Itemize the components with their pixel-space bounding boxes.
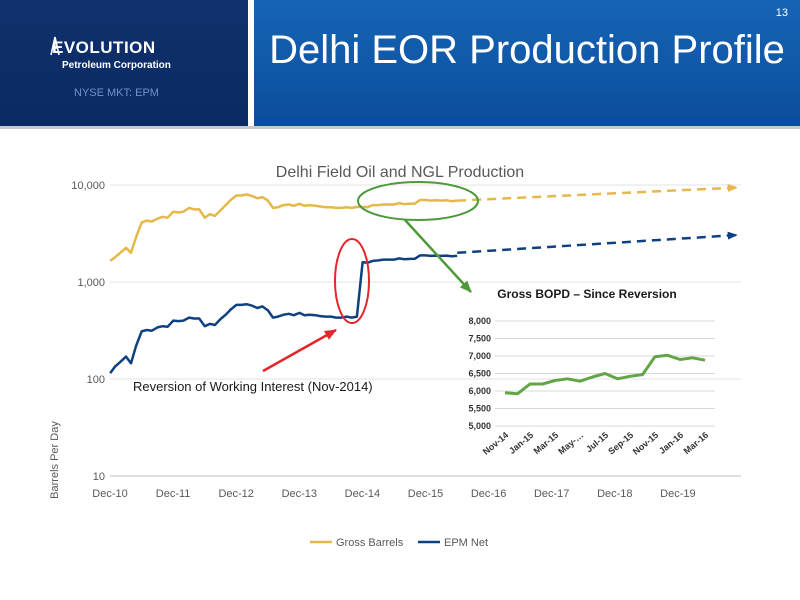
- x-tick-label: Dec-16: [471, 488, 506, 500]
- main-chart-title: Delhi Field Oil and NGL Production: [276, 164, 524, 181]
- inset-y-tick-label: 5,500: [468, 404, 491, 414]
- reversion-annotation: Reversion of Working Interest (Nov-2014): [133, 379, 373, 394]
- inset-x-tick-label: Mar-16: [682, 430, 711, 456]
- main-tick-labels: 10 100 1,000 10,000 Dec-10 Dec-11 Dec-12 Dec-13…: [71, 180, 695, 500]
- x-tick-label: Dec-17: [534, 488, 569, 500]
- inset-x-tick-label: Jan-16: [657, 430, 685, 456]
- page-number: 13: [775, 7, 788, 19]
- chart-legend: Gross Barrels EPM Net: [310, 537, 488, 549]
- slide-title: Delhi EOR Production Profile: [269, 28, 785, 72]
- inset-tick-labels: 5,000 5,500 6,000 6,500 7,000 7,500 8,000 Nov-1…: [468, 316, 710, 457]
- gross-barrels-line: [109, 193, 458, 262]
- y-tick-label: 10,000: [71, 180, 105, 192]
- annotation-red-arrow: [262, 328, 337, 373]
- gross-projection-line: [457, 184, 738, 202]
- legend-epm-label: EPM Net: [444, 537, 488, 549]
- y-tick-label: 1,000: [77, 277, 105, 289]
- epm-net-line: [109, 254, 458, 374]
- title-panel: [254, 0, 800, 126]
- x-tick-label: Dec-11: [156, 488, 191, 500]
- annotation-green-arrow: [404, 219, 472, 293]
- inset-x-tick-label: Jan-15: [507, 430, 535, 456]
- inset-y-tick-label: 6,000: [468, 386, 491, 396]
- inset-chart-title: Gross BOPD – Since Reversion: [497, 287, 676, 301]
- highlight-red-ellipse: [334, 238, 370, 324]
- inset-y-tick-label: 7,500: [468, 334, 491, 344]
- inset-series: [504, 353, 706, 396]
- y-tick-label: 10: [93, 471, 105, 483]
- inset-y-tick-label: 8,000: [468, 316, 491, 326]
- main-grid: [110, 184, 741, 477]
- inset-y-tick-label: 5,000: [468, 421, 491, 431]
- x-tick-label: Dec-14: [345, 488, 380, 500]
- x-tick-label: Dec-18: [597, 488, 632, 500]
- inset-y-tick-label: 7,000: [468, 351, 491, 361]
- x-tick-label: Dec-15: [408, 488, 443, 500]
- inset-x-tick-label: Mar-15: [532, 430, 561, 456]
- logo-panel: [0, 0, 248, 126]
- inset-x-tick-label: Nov-14: [481, 430, 510, 457]
- main-series: [109, 193, 458, 374]
- inset-x-tick-label: Nov-15: [631, 430, 660, 457]
- logo-ticker: NYSE MKT: EPM: [74, 87, 159, 99]
- y-tick-label: 100: [87, 374, 105, 386]
- inset-y-tick-label: 6,500: [468, 369, 491, 379]
- logo-subtitle: Petroleum Corporation: [62, 60, 171, 71]
- inset-x-tick-label: Sep-15: [606, 430, 635, 457]
- legend-gross-label: Gross Barrels: [336, 537, 404, 549]
- logo-wordmark: EVOLUTION: [52, 38, 156, 57]
- inset-x-tick-label: May-…: [556, 430, 585, 457]
- x-tick-label: Dec-12: [218, 488, 253, 500]
- projection-lines: [457, 184, 738, 255]
- production-chart: Delhi Field Oil and NGL Production Barre…: [49, 164, 741, 549]
- x-tick-label: Dec-19: [660, 488, 695, 500]
- evolution-logo-icon: [50, 36, 60, 56]
- highlight-green-ellipse: [357, 181, 479, 221]
- y-axis-label: Barrels Per Day: [49, 421, 61, 499]
- inset-x-tick-label: Jul-15: [584, 430, 610, 454]
- header-rule: [0, 126, 800, 129]
- slide-header: EVOLUTION Petroleum Corporation NYSE MKT…: [0, 0, 800, 126]
- x-tick-label: Dec-10: [92, 488, 127, 500]
- x-tick-label: Dec-13: [282, 488, 317, 500]
- epm-projection-line: [457, 231, 738, 255]
- gross-bopd-line: [504, 353, 706, 396]
